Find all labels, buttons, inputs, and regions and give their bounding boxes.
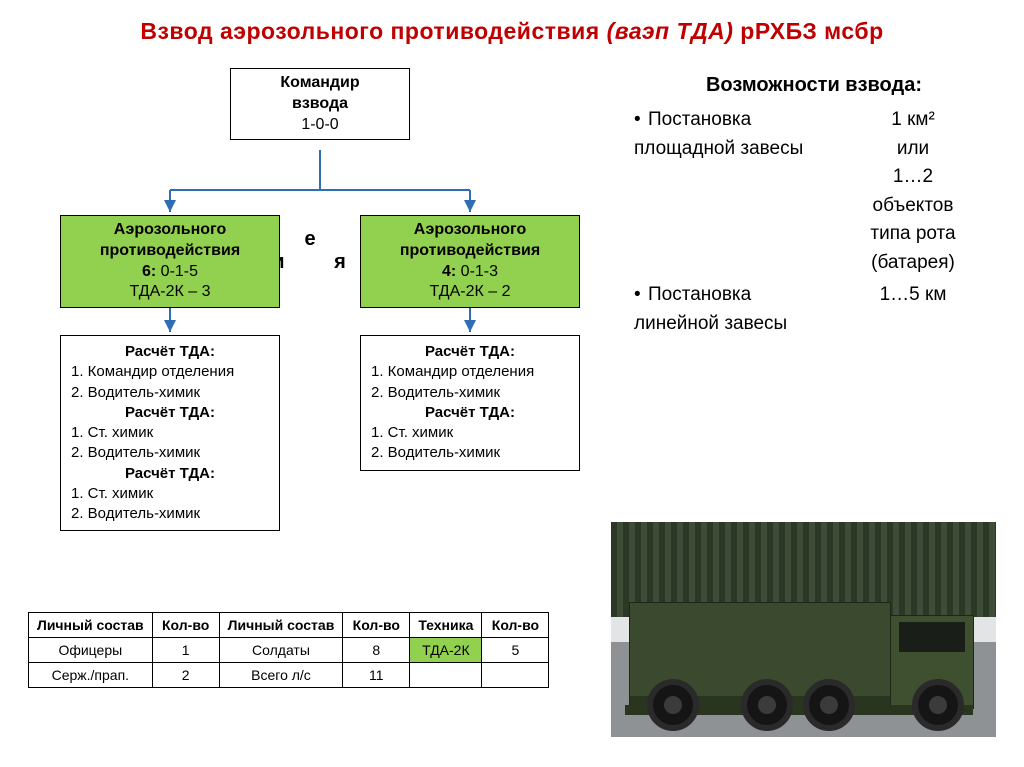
detail-line: 1. Командир отделения: [371, 362, 569, 382]
capability-right: 1 км²или1…2объектовтипа рота(батарея): [832, 106, 994, 277]
caps-title: Возможности взвода:: [634, 70, 994, 100]
left-count: 6: 0-1-5: [67, 262, 273, 283]
commander-l2: взвода: [237, 94, 403, 115]
table-header: Личный состав: [219, 613, 343, 638]
table-cell: Офицеры: [29, 638, 153, 663]
truck-wheel: [647, 679, 699, 731]
truck-wheel: [803, 679, 855, 731]
table-row: Офицеры1Солдаты8ТДА-2К5: [29, 638, 549, 663]
personnel-table: Личный составКол-воЛичный составКол-воТе…: [28, 612, 549, 688]
detail-line: 1. Ст. химик: [71, 484, 269, 504]
right-count: 4: 0-1-3: [367, 262, 573, 283]
left-l1: Аэрозольного: [67, 220, 273, 241]
vehicle-image: [611, 522, 996, 737]
detail-heading: Расчёт ТДА:: [71, 342, 269, 362]
table-row: Серж./прап.2Всего л/с11: [29, 663, 549, 688]
table-cell: 11: [343, 663, 410, 688]
capability-left: •Постановка площадной завесы: [634, 106, 832, 163]
commander-count: 1-0-0: [237, 115, 403, 136]
capability-left: •Постановка линейной завесы: [634, 281, 832, 338]
table-header: Кол-во: [343, 613, 410, 638]
detail-heading: Расчёт ТДА:: [71, 464, 269, 484]
capabilities-block: Возможности взвода: •Постановка площадно…: [634, 70, 994, 342]
detail-right: Расчёт ТДА:1. Командир отделения2. Водит…: [360, 335, 580, 471]
table-cell: Солдаты: [219, 638, 343, 663]
table-cell: 1: [152, 638, 219, 663]
detail-line: 2. Водитель-химик: [71, 504, 269, 524]
right-eq: ТДА-2К – 2: [367, 282, 573, 303]
detail-line: 2. Водитель-химик: [71, 383, 269, 403]
left-eq: ТДА-2К – 3: [67, 282, 273, 303]
left-l2: противодействия: [67, 241, 273, 262]
node-left-section: Аэрозольного противодействия 6: 0-1-5 ТД…: [60, 215, 280, 308]
capability-row: •Постановка линейной завесы1…5 км: [634, 281, 994, 338]
title-italic: (ваэп ТДА): [607, 18, 741, 44]
table-cell: [482, 663, 549, 688]
table-cell: 2: [152, 663, 219, 688]
detail-left: Расчёт ТДА:1. Командир отделения2. Водит…: [60, 335, 280, 531]
capability-row: •Постановка площадной завесы1 км²или1…2о…: [634, 106, 994, 277]
table-header: Личный состав: [29, 613, 153, 638]
detail-line: 1. Ст. химик: [71, 423, 269, 443]
detail-heading: Расчёт ТДА:: [71, 403, 269, 423]
truck-wheel: [912, 679, 964, 731]
detail-line: 1. Командир отделения: [71, 362, 269, 382]
table-cell: Серж./прап.: [29, 663, 153, 688]
detail-line: 2. Водитель-химик: [71, 443, 269, 463]
table-cell: 5: [482, 638, 549, 663]
table-cell: 8: [343, 638, 410, 663]
commander-l1: Командир: [237, 73, 403, 94]
right-l1: Аэрозольного: [367, 220, 573, 241]
detail-heading: Расчёт ТДА:: [371, 342, 569, 362]
truck-wheel: [741, 679, 793, 731]
node-commander: Командир взвода 1-0-0: [230, 68, 410, 140]
capability-right: 1…5 км: [832, 281, 994, 310]
title-part3: рРХБЗ мсбр: [740, 18, 883, 44]
org-diagram: Командир взвода 1-0-0 О т д е л е н и я …: [30, 60, 610, 580]
table-cell: Всего л/с: [219, 663, 343, 688]
table-cell: [410, 663, 482, 688]
right-l2: противодействия: [367, 241, 573, 262]
detail-heading: Расчёт ТДА:: [371, 403, 569, 423]
detail-line: 2. Водитель-химик: [371, 443, 569, 463]
table-header: Кол-во: [482, 613, 549, 638]
page-title: Взвод аэрозольного противодействия (ваэп…: [22, 18, 1002, 45]
table-cell: ТДА-2К: [410, 638, 482, 663]
detail-line: 1. Ст. химик: [371, 423, 569, 443]
detail-line: 2. Водитель-химик: [371, 383, 569, 403]
truck-window: [899, 622, 965, 652]
title-part1: Взвод аэрозольного противодействия: [140, 18, 606, 44]
table-header: Кол-во: [152, 613, 219, 638]
node-right-section: Аэрозольного противодействия 4: 0-1-3 ТД…: [360, 215, 580, 308]
table-head-row: Личный составКол-воЛичный составКол-воТе…: [29, 613, 549, 638]
table-header: Техника: [410, 613, 482, 638]
